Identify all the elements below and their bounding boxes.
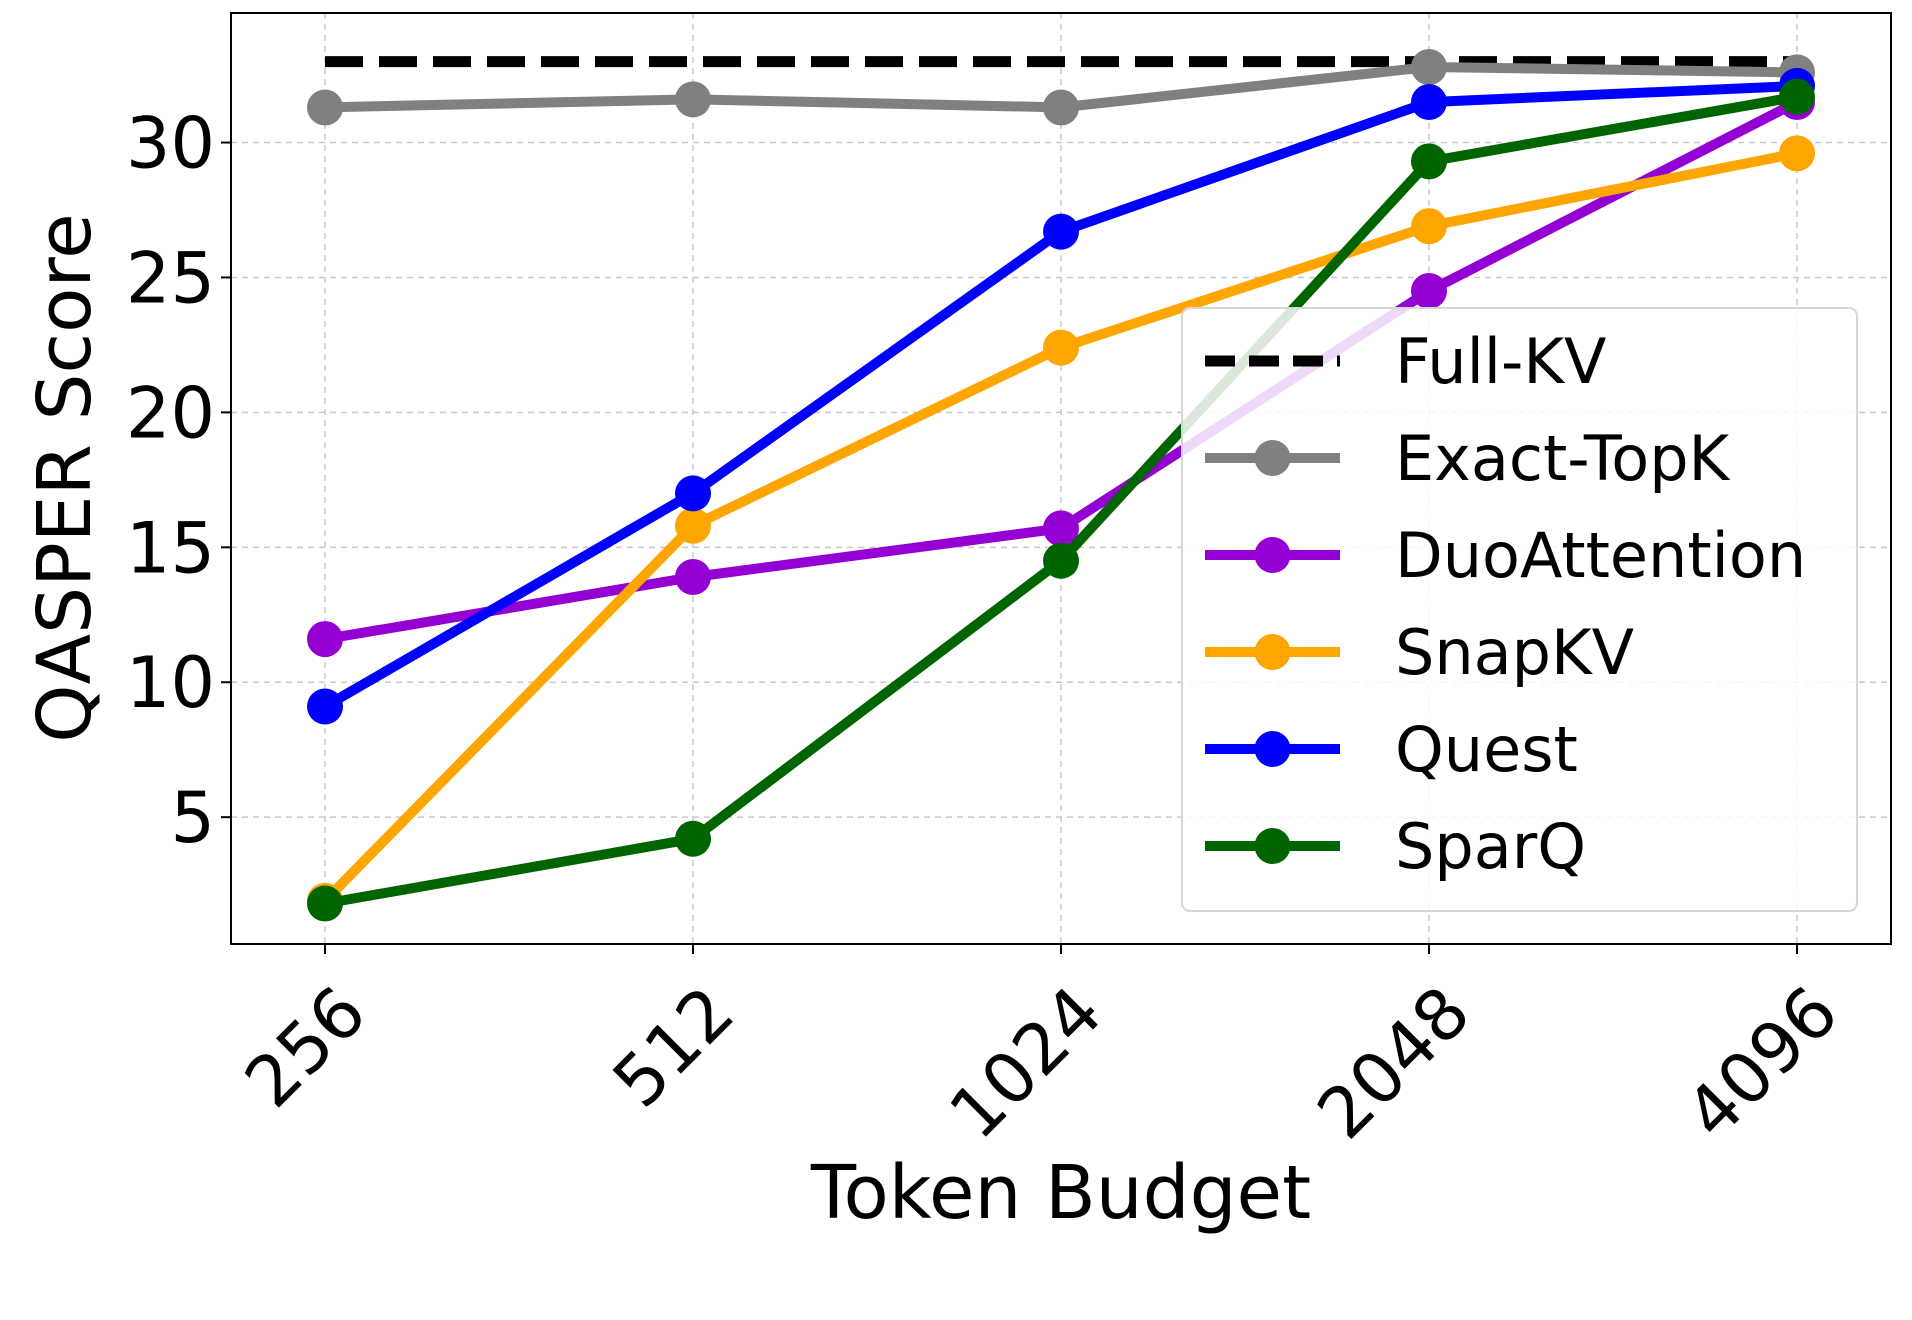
x-tick-label: 1024 [934,971,1118,1155]
data-point-snapkv [1043,329,1079,366]
data-point-quest [307,688,343,725]
legend-label-duoattention: DuoAttention [1395,519,1806,592]
y-tick-label: 15 [126,507,215,589]
data-point-quest [675,475,711,512]
y-tick-label: 5 [170,777,215,859]
legend-label-full-kv: Full-KV [1395,325,1606,398]
data-point-duoattention [1411,272,1447,309]
data-point-snapkv [1411,208,1447,245]
data-point-snapkv [675,507,711,544]
y-axis-label: QASPER Score [22,213,108,742]
data-point-duoattention [675,558,711,595]
data-point-exact-topk [307,89,343,126]
legend-entry-duoattention: DuoAttention [1205,519,1806,592]
legend-marker-snapkv [1254,634,1291,670]
legend-box [1181,307,1858,912]
y-tick-label: 20 [126,372,215,454]
y-tick-label: 10 [126,642,215,724]
data-point-exact-topk [1043,89,1079,126]
legend-label-quest: Quest [1395,713,1578,786]
x-tick-label: 2048 [1302,971,1486,1155]
data-point-sparq [1043,542,1079,579]
data-point-exact-topk [675,81,711,118]
data-point-duoattention [1043,510,1079,547]
legend-marker-quest [1254,731,1291,767]
legend-marker-exact-topk [1254,440,1291,476]
x-tick-label: 4096 [1670,971,1854,1155]
data-point-snapkv [1779,135,1815,172]
x-tick-label: 512 [597,971,749,1123]
legend-label-sparq: SparQ [1395,810,1586,883]
legend-marker-duoattention [1254,537,1291,573]
series-sparq [307,78,1815,922]
series-lines [307,48,1815,922]
x-axis-label: Token Budget [810,1150,1311,1236]
data-point-sparq [675,820,711,857]
legend-entries: Full-KV Exact-TopK DuoAttention SnapKV Quest… [1205,325,1806,883]
data-point-quest [1043,213,1079,250]
legend-entry-snapkv: SnapKV [1205,616,1634,689]
data-point-quest [1411,84,1447,121]
legend-label-snapkv: SnapKV [1395,616,1634,689]
series-duoattention [307,84,1815,658]
legend-entry-sparq: SparQ [1205,810,1586,883]
data-point-exact-topk [1411,48,1447,85]
legend-label-exact-topk: Exact-TopK [1395,422,1731,495]
x-tick-label: 256 [229,971,381,1123]
data-point-sparq [307,885,343,922]
data-point-sparq [1411,143,1447,180]
legend-entry-quest: Quest [1205,713,1578,786]
y-tick-label: 30 [126,103,215,185]
legend: Full-KV Exact-TopK DuoAttention SnapKV Quest… [1181,307,1858,912]
data-point-sparq [1779,78,1815,115]
data-point-duoattention [307,621,343,658]
y-tick-label: 25 [126,237,215,319]
legend-marker-sparq [1254,828,1291,864]
legend-entry-full-kv: Full-KV [1205,325,1606,398]
legend-entry-exact-topk: Exact-TopK [1205,422,1731,495]
